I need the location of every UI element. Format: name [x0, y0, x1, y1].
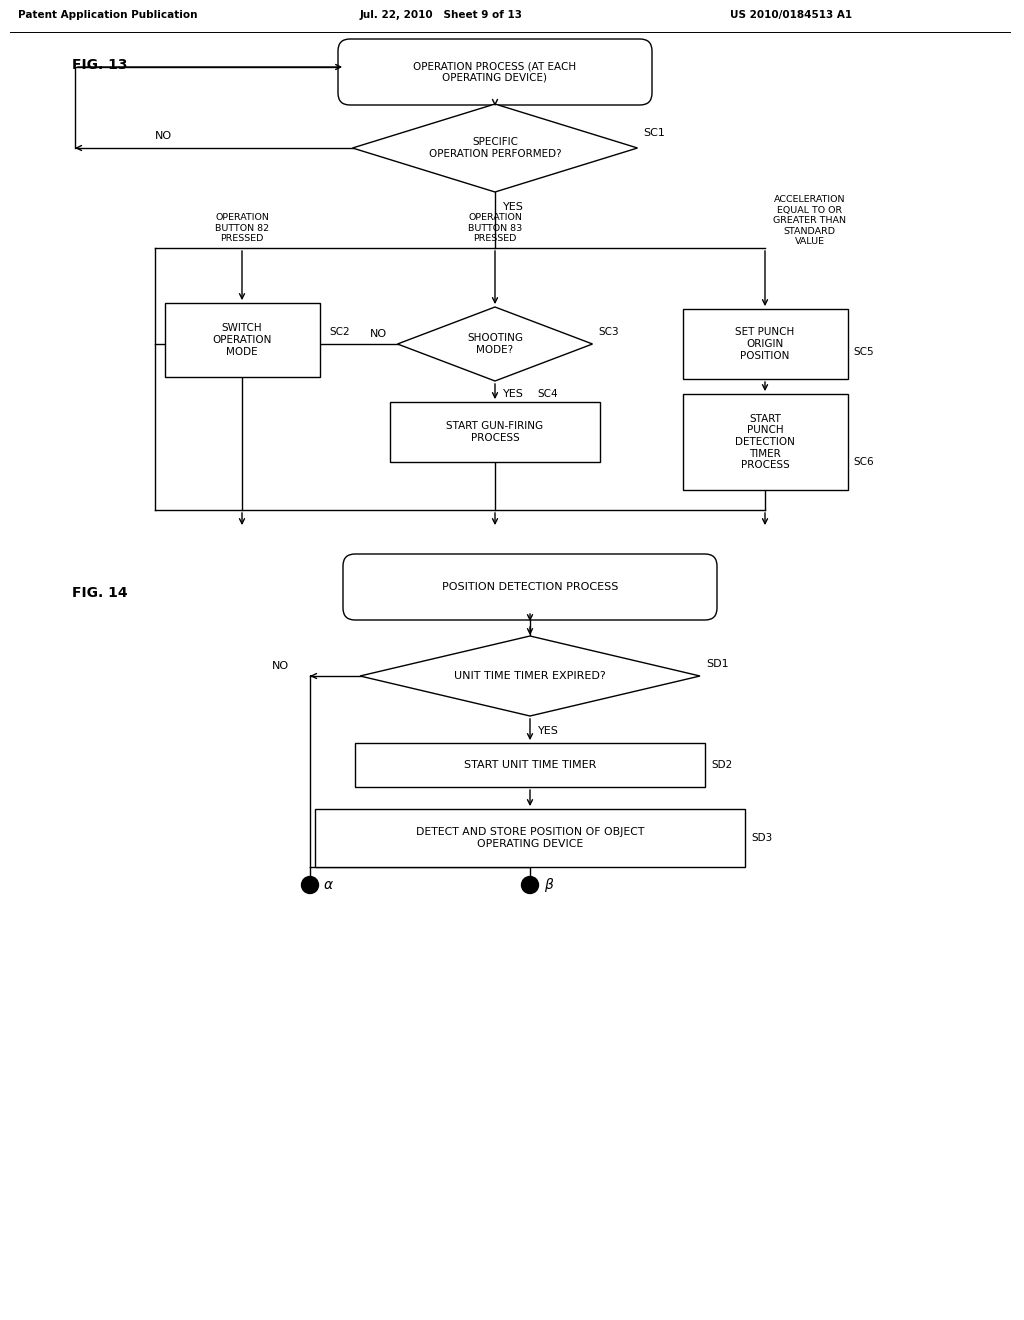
Text: SWITCH
OPERATION
MODE: SWITCH OPERATION MODE: [212, 323, 271, 356]
Text: SD3: SD3: [751, 833, 772, 843]
FancyBboxPatch shape: [338, 40, 652, 106]
Text: FIG. 13: FIG. 13: [72, 58, 128, 73]
Text: SC5: SC5: [853, 347, 874, 356]
Text: UNIT TIME TIMER EXPIRED?: UNIT TIME TIMER EXPIRED?: [454, 671, 606, 681]
Text: YES: YES: [503, 202, 524, 213]
Polygon shape: [352, 104, 638, 191]
Text: Patent Application Publication: Patent Application Publication: [18, 11, 198, 20]
Text: SET PUNCH
ORIGIN
POSITION: SET PUNCH ORIGIN POSITION: [735, 327, 795, 360]
Bar: [355, 743, 705, 787]
Text: SPECIFIC
OPERATION PERFORMED?: SPECIFIC OPERATION PERFORMED?: [429, 137, 561, 158]
Text: US 2010/0184513 A1: US 2010/0184513 A1: [730, 11, 852, 20]
Text: SHOOTING
MODE?: SHOOTING MODE?: [467, 333, 523, 355]
Text: POSITION DETECTION PROCESS: POSITION DETECTION PROCESS: [441, 582, 618, 591]
Text: OPERATION
BUTTON 83
PRESSED: OPERATION BUTTON 83 PRESSED: [468, 214, 522, 243]
Text: SD2: SD2: [711, 760, 732, 770]
Text: ACCELERATION
EQUAL TO OR
GREATER THAN
STANDARD
VALUE: ACCELERATION EQUAL TO OR GREATER THAN ST…: [773, 195, 846, 246]
Text: α: α: [324, 878, 333, 892]
Text: SC6: SC6: [853, 457, 874, 467]
Bar: [165, 304, 319, 378]
Text: START UNIT TIME TIMER: START UNIT TIME TIMER: [464, 760, 596, 770]
Text: YES: YES: [503, 389, 524, 399]
Polygon shape: [360, 636, 700, 715]
Text: OPERATION
BUTTON 82
PRESSED: OPERATION BUTTON 82 PRESSED: [215, 214, 269, 243]
Text: Jul. 22, 2010   Sheet 9 of 13: Jul. 22, 2010 Sheet 9 of 13: [360, 11, 523, 20]
Text: YES: YES: [538, 726, 559, 737]
Text: SC1: SC1: [643, 128, 666, 139]
FancyBboxPatch shape: [343, 554, 717, 620]
Text: SC2: SC2: [330, 327, 350, 337]
Polygon shape: [397, 308, 593, 381]
Text: SC3: SC3: [598, 327, 620, 337]
Bar: [315, 809, 745, 867]
Text: SD1: SD1: [706, 659, 729, 669]
Text: OPERATION PROCESS (AT EACH
OPERATING DEVICE): OPERATION PROCESS (AT EACH OPERATING DEV…: [414, 61, 577, 83]
Text: SC4: SC4: [537, 389, 558, 399]
Text: NO: NO: [370, 329, 387, 339]
Text: START GUN-FIRING
PROCESS: START GUN-FIRING PROCESS: [446, 421, 544, 442]
Circle shape: [521, 876, 539, 894]
Text: FIG. 14: FIG. 14: [72, 586, 128, 601]
Circle shape: [301, 876, 318, 894]
Text: β: β: [544, 878, 553, 892]
Bar: [390, 403, 600, 462]
Text: NO: NO: [155, 131, 172, 141]
Text: NO: NO: [272, 661, 289, 671]
Bar: [683, 393, 848, 490]
Text: DETECT AND STORE POSITION OF OBJECT
OPERATING DEVICE: DETECT AND STORE POSITION OF OBJECT OPER…: [416, 828, 644, 849]
Bar: [683, 309, 848, 379]
Text: START
PUNCH
DETECTION
TIMER
PROCESS: START PUNCH DETECTION TIMER PROCESS: [735, 413, 795, 470]
